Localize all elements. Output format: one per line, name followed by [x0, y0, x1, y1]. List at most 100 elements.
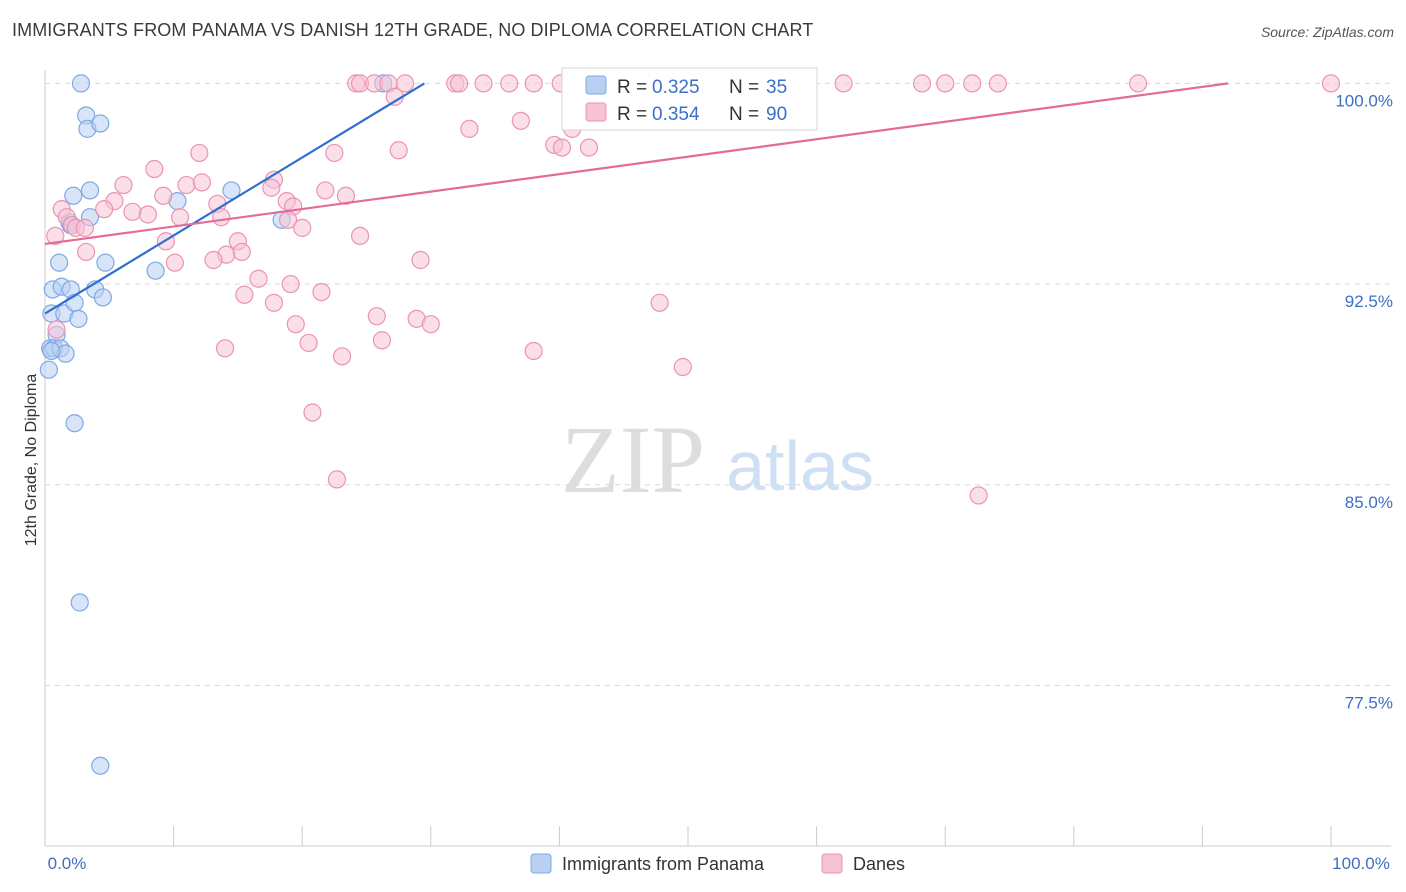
- danes-point: [46, 226, 65, 246]
- bottom-legend-swatch-panama: [530, 853, 552, 874]
- danes-point: [988, 74, 1008, 93]
- danes-point: [963, 74, 982, 93]
- danes-point: [232, 242, 251, 262]
- legend-r-value-panama: 0.325: [652, 77, 700, 98]
- danes-point: [303, 403, 322, 422]
- danes-point: [95, 200, 114, 219]
- panama-point: [42, 341, 61, 361]
- danes-point: [264, 293, 284, 312]
- danes-point: [332, 347, 352, 366]
- danes-point: [47, 320, 66, 339]
- panama-point: [65, 414, 84, 433]
- danes-point: [215, 339, 235, 358]
- panama-point: [39, 360, 58, 379]
- bottom-legend-label-danes: Danes: [853, 854, 905, 874]
- panama-point: [80, 181, 100, 200]
- legend-n-value-panama: 35: [766, 77, 787, 98]
- danes-point: [474, 74, 493, 93]
- danes-point: [312, 282, 331, 302]
- source-label: Source: ZipAtlas.com: [1260, 24, 1394, 40]
- y-axis-label: 12th Grade, No Diploma: [23, 374, 40, 547]
- danes-point: [500, 74, 519, 93]
- x-tick-label-max: 100.0%: [1332, 854, 1390, 873]
- danes-point: [262, 178, 281, 197]
- panama-point: [64, 186, 83, 205]
- danes-point: [524, 74, 543, 93]
- bottom-legend-label-panama: Immigrants from Panama: [562, 854, 765, 874]
- y-tick-label: 92.5%: [1345, 292, 1393, 311]
- danes-point: [1128, 74, 1148, 93]
- danes-point: [460, 119, 479, 138]
- panama-point: [69, 309, 88, 328]
- danes-point: [192, 173, 211, 192]
- danes-point: [114, 175, 133, 195]
- danes-point: [75, 218, 94, 237]
- x-tick-label-min: 0.0%: [48, 854, 87, 873]
- danes-point: [77, 242, 96, 262]
- danes-point: [204, 250, 223, 270]
- danes-point: [912, 74, 932, 93]
- legend: R = 0.325 N = 35 R = 0.354 N = 90: [561, 67, 818, 131]
- danes-point: [834, 74, 853, 93]
- danes-point: [123, 202, 142, 221]
- watermark-zip: ZIP: [561, 406, 705, 513]
- danes-point: [325, 143, 344, 163]
- danes-point: [936, 74, 955, 93]
- danes-point: [177, 175, 196, 195]
- danes-point: [511, 111, 530, 130]
- bottom-legend-swatch-danes: [821, 853, 843, 874]
- panama-point: [71, 74, 91, 93]
- danes-point: [389, 141, 408, 160]
- danes-point: [165, 253, 184, 272]
- danes-point: [336, 186, 356, 205]
- panama-point: [70, 593, 89, 612]
- y-tick-label: 100.0%: [1335, 91, 1393, 110]
- danes-point: [372, 331, 392, 350]
- danes-point: [449, 74, 469, 93]
- danes-point: [138, 205, 157, 224]
- chart-title: IMMIGRANTS FROM PANAMA VS DANISH 12TH GR…: [12, 20, 814, 40]
- bottom-legend: Immigrants from Panama Danes: [530, 853, 905, 874]
- danes-point: [350, 226, 370, 246]
- danes-point: [969, 486, 988, 505]
- panama-point: [91, 756, 110, 775]
- danes-point: [293, 218, 312, 237]
- y-tick-label: 85.0%: [1345, 493, 1393, 512]
- danes-point: [1321, 74, 1341, 93]
- danes-point: [411, 250, 430, 270]
- danes-trend-line: [44, 82, 1229, 246]
- danes-point: [154, 186, 173, 205]
- danes-point: [299, 333, 318, 353]
- trend-lines: [44, 82, 1229, 315]
- danes-point: [145, 159, 164, 179]
- danes-point: [524, 341, 543, 361]
- panama-point: [146, 261, 165, 280]
- panama-point: [96, 253, 115, 272]
- legend-n-label-danes: N =: [729, 104, 759, 125]
- panama-point: [65, 293, 84, 312]
- danes-point: [552, 138, 572, 157]
- legend-r-value-danes: 0.354: [652, 104, 700, 125]
- panama-trend-line: [44, 82, 425, 315]
- panama-point: [222, 181, 241, 200]
- danes-point: [281, 274, 300, 294]
- panama-point: [91, 114, 110, 133]
- danes-point: [316, 181, 335, 200]
- legend-r-label-panama: R =: [617, 77, 647, 98]
- legend-swatch-danes: [585, 102, 607, 122]
- danes-point: [650, 293, 669, 312]
- danes-point: [367, 307, 386, 326]
- panama-point: [93, 288, 112, 307]
- danes-point: [579, 138, 599, 157]
- legend-n-value-danes: 90: [766, 104, 787, 125]
- legend-n-label-panama: N =: [729, 77, 759, 98]
- watermark-atlas: atlas: [726, 427, 874, 505]
- danes-point: [286, 315, 305, 334]
- danes-point: [673, 357, 692, 377]
- danes-point: [395, 74, 415, 93]
- panama-point: [50, 253, 69, 272]
- legend-r-label-danes: R =: [617, 104, 647, 125]
- danes-point: [190, 143, 209, 163]
- danes-point: [249, 269, 268, 288]
